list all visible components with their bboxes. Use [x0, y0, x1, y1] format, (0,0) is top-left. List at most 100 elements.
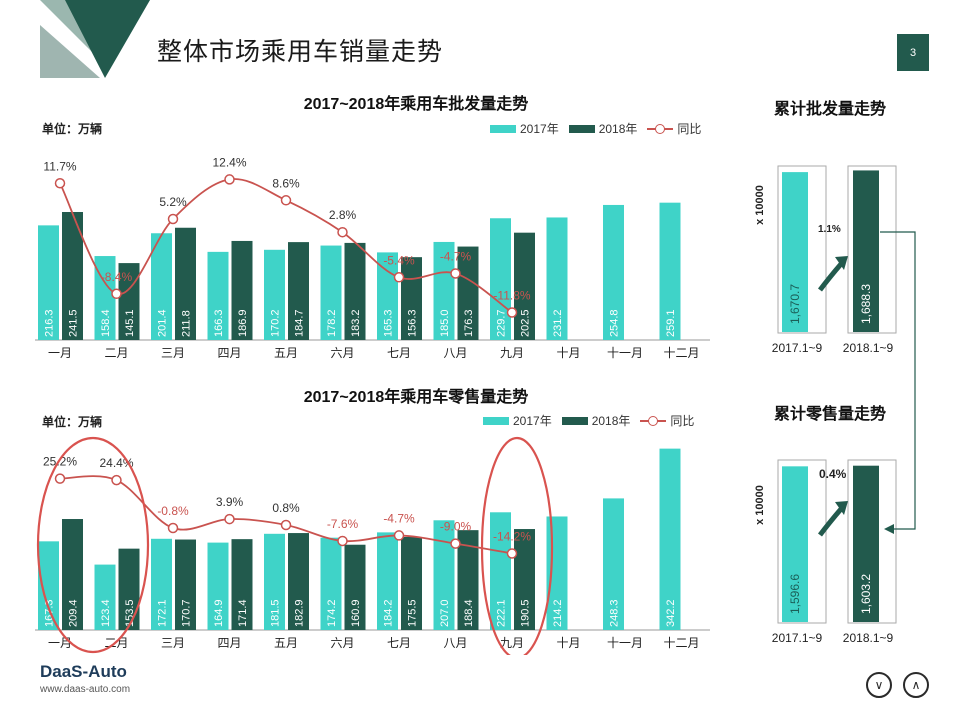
wholesale-chart: 216.3 158.4 201.4 166.3 170.2 178.2 165.3 185.0…	[35, 155, 710, 360]
legend-item-2018: 2018年	[568, 120, 637, 137]
yoy-point	[337, 535, 348, 547]
bar-value-label: 211.8	[181, 310, 193, 337]
highlight-circle	[36, 436, 150, 654]
yoy-point	[54, 178, 66, 189]
bar-value-label: 145.1	[124, 309, 136, 337]
growth-arrow-head	[835, 501, 848, 515]
retail-cumulative-title: 累计零售量走势	[773, 406, 886, 423]
bar-value-label: 184.7	[294, 309, 306, 337]
bar-value-label: 183.2	[350, 309, 362, 337]
bar-2018	[514, 232, 535, 340]
yoy-point	[393, 272, 405, 283]
bar-2018	[344, 242, 366, 340]
yoy-value-label: -0.8%	[157, 504, 189, 518]
bar-value-label: 186.9	[237, 309, 249, 337]
bar-value-label: 172.1	[157, 599, 169, 627]
legend-swatch-2017	[483, 416, 509, 425]
bar-2017	[433, 520, 455, 630]
cumulative-y-label: x 10000	[754, 485, 766, 525]
legend-item-yoy: 同比	[640, 412, 694, 429]
bar-value-label: 164.9	[213, 599, 225, 627]
x-tick-label: 六月	[330, 346, 354, 360]
yoy-value-label: 0.8%	[272, 501, 300, 515]
connector-arrowhead	[884, 524, 894, 534]
x-tick-label: 十一月	[607, 346, 643, 360]
legend-label-2018: 2018年	[591, 414, 631, 428]
yoy-point	[450, 538, 461, 549]
legend-label-yoy: 同比	[670, 414, 695, 428]
bar-2017	[433, 241, 455, 340]
bar-2017	[151, 233, 172, 340]
bar-value-label: 229.7	[496, 309, 508, 337]
bar-2017	[377, 532, 398, 630]
page-title: 整体市场乘用车销量走势	[157, 38, 444, 66]
x-tick-label: 一月	[48, 636, 72, 650]
bar-2017	[546, 217, 568, 340]
bar-value-label: 166.3	[213, 309, 225, 337]
bar-value-label: 176.3	[463, 309, 475, 337]
bar-2017	[94, 256, 116, 340]
cumulative-category-label: 2017.1~9	[772, 631, 823, 645]
yoy-value-label: -4.7%	[383, 511, 415, 525]
retail-cumulative-chart: 1,596.6 2017.1~9 1,603.2 2018.1~9 x 10000 0.4…	[754, 459, 897, 645]
bar-2017	[320, 537, 342, 630]
bar-2017	[264, 533, 285, 630]
legend-item-yoy: 同比	[647, 120, 701, 137]
legend-swatch-2017	[490, 124, 516, 133]
cumulative-value-label: 1,603.2	[859, 574, 873, 614]
bar-2017	[207, 251, 229, 340]
wholesale-unit: 单位：万辆	[42, 122, 103, 136]
bar-value-label: 248.3	[609, 599, 621, 627]
yoy-value-label: -8.4%	[101, 270, 133, 284]
bar-value-label: 170.7	[181, 599, 193, 627]
yoy-value-label: 25.2%	[43, 455, 77, 469]
chevron-up-icon: ∧	[911, 678, 921, 692]
x-tick-label: 三月	[161, 636, 185, 650]
connector-arrow	[880, 231, 916, 534]
wholesale-cumulative-chart: 1,670.7 2017.1~9 1,688.3 2018.1~9 x 10000 1.1…	[754, 165, 897, 355]
legend-label-2017: 2017年	[520, 122, 559, 136]
bar-value-label: 181.5	[270, 599, 282, 627]
wholesale-chart-title: 2017~2018年乘用车批发量走势	[303, 96, 529, 113]
bar-value-label: 174.2	[326, 599, 338, 627]
bar-2018	[288, 533, 309, 630]
retail-legend: 2017年 2018年 同比	[483, 412, 704, 429]
bar-2017	[603, 204, 624, 340]
prev-page-button[interactable]: ∧	[903, 672, 929, 698]
yoy-value-label: -5.4%	[383, 253, 415, 267]
legend-item-2018: 2018年	[561, 412, 631, 429]
x-tick-label: 五月	[274, 636, 298, 650]
bar-value-label: 209.4	[68, 599, 80, 627]
yoy-point	[224, 174, 235, 185]
bar-2017	[151, 538, 172, 630]
yoy-point	[224, 513, 235, 525]
connector-line	[880, 231, 916, 530]
x-tick-label: 三月	[161, 346, 185, 360]
bar-value-label: 190.5	[520, 599, 532, 627]
bar-2017	[264, 249, 285, 340]
bar-value-label: 123.4	[100, 599, 112, 627]
retail-unit: 单位：万辆	[42, 415, 103, 429]
x-tick-label: 六月	[330, 636, 354, 650]
bar-value-label: 207.0	[439, 599, 451, 627]
x-tick-label: 八月	[443, 636, 467, 650]
yoy-point	[393, 530, 405, 541]
yoy-value-label: 11.7%	[43, 159, 76, 173]
bar-value-label: 185.0	[439, 309, 451, 337]
x-tick-label: 十二月	[663, 636, 699, 650]
bar-2018	[514, 529, 535, 630]
legend-line-marker	[640, 415, 667, 426]
yoy-value-label: -14.2%	[493, 529, 531, 543]
yoy-value-label: 3.9%	[216, 495, 244, 509]
bar-frame	[847, 165, 897, 334]
yoy-point	[280, 519, 292, 531]
cumulative-y-label: x 10000	[754, 185, 766, 225]
yoy-value-label: 8.6%	[272, 176, 300, 190]
yoy-value-label: -9.0%	[440, 520, 472, 534]
bar-2018	[288, 242, 309, 340]
corner-shape-mid	[40, 25, 100, 78]
next-page-button[interactable]: ∨	[866, 672, 892, 698]
wholesale-cumulative-title: 累计批发量走势	[773, 101, 886, 118]
page-number: 3	[897, 34, 929, 71]
cumulative-bar	[853, 465, 879, 622]
